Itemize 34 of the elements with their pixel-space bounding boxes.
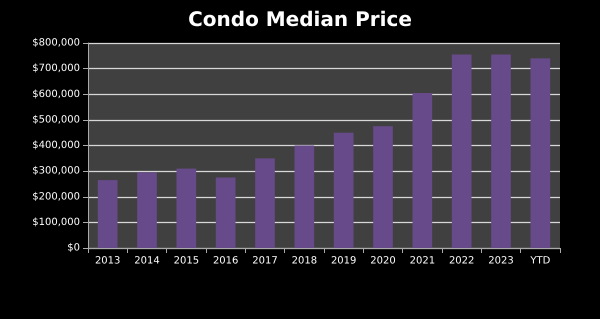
bar xyxy=(334,132,354,248)
x-tick-label: 2015 xyxy=(174,256,200,266)
bar xyxy=(412,92,432,248)
x-tick-label: 2022 xyxy=(448,256,474,266)
y-tick-label: $100,000 xyxy=(32,216,80,228)
bar xyxy=(98,180,118,248)
bar xyxy=(452,54,472,248)
x-tick-label: 2018 xyxy=(292,256,318,266)
x-tick-label: 2016 xyxy=(212,256,238,266)
bar xyxy=(373,126,393,248)
y-tick-label: $300,000 xyxy=(32,166,80,177)
x-tick-label: 2019 xyxy=(330,256,356,266)
x-tick-label: 2017 xyxy=(252,256,278,266)
y-tick-label: $0 xyxy=(67,242,80,254)
x-tick-label: YTD xyxy=(529,256,551,266)
bar xyxy=(255,158,275,248)
y-tick-label: $500,000 xyxy=(32,114,80,126)
x-tick-label: 2023 xyxy=(488,256,514,266)
bar xyxy=(216,178,236,248)
y-tick-label: $600,000 xyxy=(32,88,80,100)
x-tick-label: 2014 xyxy=(134,256,160,266)
chart-title: Condo Median Price xyxy=(188,7,412,31)
x-tick-label: 2013 xyxy=(94,256,120,266)
y-tick-label: $400,000 xyxy=(32,140,80,151)
y-tick-label: $200,000 xyxy=(32,191,80,202)
y-tick-label: $700,000 xyxy=(32,63,80,74)
bar xyxy=(294,146,314,248)
x-tick-label: 2021 xyxy=(410,256,436,266)
bar xyxy=(137,172,157,248)
bar xyxy=(530,58,550,248)
bar xyxy=(491,54,511,248)
bar xyxy=(176,168,196,248)
x-tick-label: 2020 xyxy=(370,256,396,266)
y-tick-label: $800,000 xyxy=(32,38,80,48)
